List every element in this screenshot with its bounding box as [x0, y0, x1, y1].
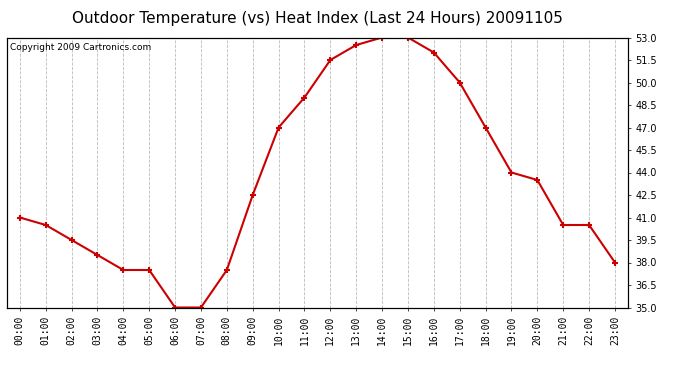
Text: Outdoor Temperature (vs) Heat Index (Last 24 Hours) 20091105: Outdoor Temperature (vs) Heat Index (Las… [72, 11, 563, 26]
Text: Copyright 2009 Cartronics.com: Copyright 2009 Cartronics.com [10, 43, 151, 52]
